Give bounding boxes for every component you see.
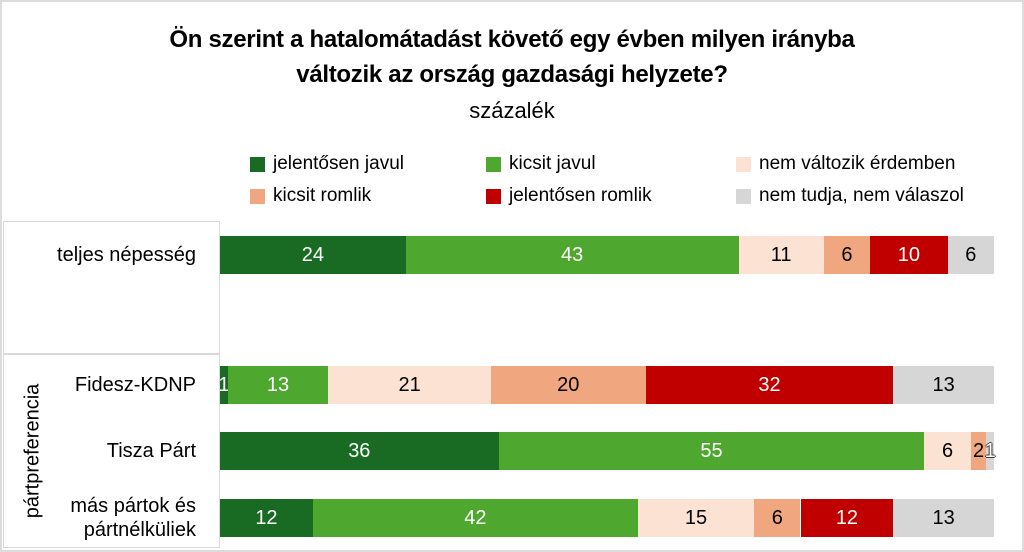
bar-segment: 2 [970, 432, 987, 470]
bar-row: 24 43 11 6 10 6 [220, 236, 994, 274]
bar-value-label: 42 [464, 506, 487, 529]
legend-label: jelentősen javul [273, 153, 404, 174]
bar-value-label: 6 [965, 243, 977, 266]
bar-value-label: 6 [941, 439, 954, 462]
bar-segment: 21 [328, 366, 491, 404]
category-label: Tisza Párt [106, 440, 196, 462]
legend-color-swatch [736, 188, 751, 204]
category-label: más pártok és pártnélküliek [70, 495, 196, 541]
bar-value-label: 11 [770, 243, 792, 266]
bar-segment: 11 [738, 236, 824, 274]
bar-segment: 13 [893, 499, 994, 537]
legend-label: kicsit javul [509, 153, 596, 174]
legend-item: jelentősen romlik [486, 185, 736, 207]
plot-area: 24 43 11 6 10 6 1 13 21 20 32 13 36 55 6 2 1 12 42 15 6 12 13 [218, 2, 996, 550]
bar-row: 36 55 6 2 1 [220, 432, 996, 470]
legend-item: kicsit romlik [250, 185, 486, 207]
category-axis-box-total [3, 221, 220, 354]
bar-value-label: 20 [557, 373, 580, 396]
chart-title-line1: Ön szerint a hatalomátadást követő egy é… [169, 26, 855, 53]
bar-value-label: 1 [984, 439, 996, 462]
legend-item: nem tudja, nem válaszol [736, 185, 964, 207]
chart-title-line2: változik az ország gazdasági helyzete? [296, 61, 728, 88]
bar-value-label: 12 [255, 506, 278, 529]
bar-row: 1 13 21 20 32 13 [218, 366, 994, 404]
legend-item: kicsit javul [486, 153, 736, 175]
bar-segment: 12 [800, 499, 894, 537]
bar-segment: 20 [490, 366, 646, 404]
legend-color-swatch [736, 156, 751, 172]
bar-value-label: 24 [301, 243, 324, 266]
legend-color-swatch [486, 156, 501, 172]
bar-value-label: 13 [932, 373, 955, 396]
legend-item: nem változik érdemben [736, 153, 964, 175]
bar-value-label: 1 [218, 373, 230, 396]
legend-label: nem tudja, nem válaszol [759, 185, 964, 206]
bar-segment: 15 [637, 499, 755, 537]
bar-segment: 1 [984, 432, 996, 470]
bar-value-label: 21 [398, 373, 421, 396]
bar-value-label: 55 [700, 439, 723, 462]
bar-value-label: 43 [561, 243, 584, 266]
bar-segment: 12 [220, 499, 313, 537]
bar-segment: 13 [893, 366, 994, 404]
category-label: Fidesz-KDNP [74, 374, 196, 396]
category-axis-box-parties [3, 354, 220, 548]
bar-value-label: 6 [841, 243, 853, 266]
bar-value-label: 36 [348, 439, 371, 462]
legend-color-swatch [486, 188, 501, 204]
legend-label: kicsit romlik [273, 185, 372, 206]
bar-segment: 10 [870, 236, 948, 274]
bar-value-label: 13 [266, 373, 290, 396]
legend-item: jelentősen javul [250, 153, 486, 175]
bar-segment: 6 [754, 499, 801, 537]
bar-value-label: 6 [771, 506, 783, 529]
bar-segment: 13 [227, 366, 329, 404]
legend-label: nem változik érdemben [759, 153, 956, 174]
bar-value-label: 32 [758, 373, 781, 396]
legend-color-swatch [250, 156, 265, 172]
bar-row: 12 42 15 6 12 13 [220, 499, 994, 537]
chart-subtitle: százalék [469, 98, 555, 123]
bar-segment: 6 [947, 236, 994, 274]
chart-header: Ön szerint a hatalomátadást követő egy é… [2, 22, 1022, 124]
bar-value-label: 13 [932, 506, 955, 529]
bar-segment: 24 [220, 236, 406, 274]
bar-segment: 32 [645, 366, 894, 404]
bar-segment: 55 [498, 432, 925, 470]
legend-label: jelentősen romlik [509, 185, 652, 206]
bar-segment: 42 [312, 499, 638, 537]
chart-title: Ön szerint a hatalomátadást követő egy é… [2, 22, 1022, 92]
bar-value-label: 2 [972, 439, 985, 462]
legend-color-swatch [250, 188, 265, 204]
category-label: teljes népesség [57, 244, 196, 266]
bar-segment: 43 [405, 236, 739, 274]
bar-segment: 6 [823, 236, 871, 274]
bar-value-label: 10 [897, 243, 920, 266]
bar-value-label: 15 [684, 506, 708, 529]
bar-value-label: 12 [835, 506, 859, 529]
bar-segment: 1 [218, 366, 230, 404]
bar-segment: 36 [220, 432, 499, 470]
bar-segment: 6 [924, 432, 971, 470]
legend: jelentősen javul kicsit javul nem változik… [250, 148, 964, 212]
